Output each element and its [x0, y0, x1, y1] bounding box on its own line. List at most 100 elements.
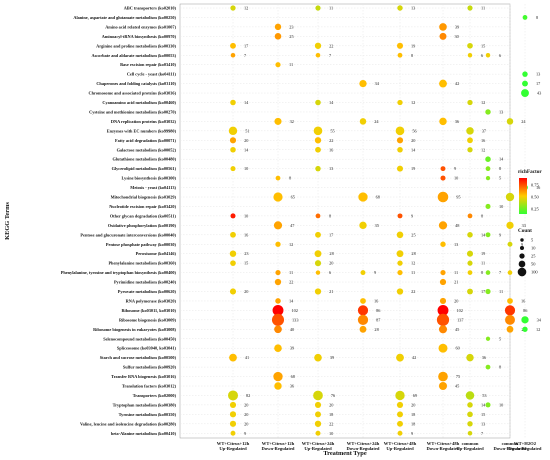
count-label: 28	[374, 327, 378, 332]
color-legend-ticks: 0.75 0.50 0.25	[531, 183, 539, 212]
data-point	[467, 232, 473, 238]
count-label: 8	[411, 53, 413, 58]
x-tick-label: WT+Citrus+24h	[347, 441, 380, 446]
data-point	[485, 109, 491, 115]
color-legend-tick: 0.50	[531, 195, 539, 200]
data-point	[439, 297, 447, 305]
count-label: 13	[454, 242, 458, 247]
count-label: 30	[455, 34, 459, 39]
data-point	[274, 117, 282, 125]
count-label: 9	[244, 431, 246, 436]
count-label: 37	[482, 128, 487, 133]
data-point	[314, 288, 322, 295]
count-label: 34	[537, 317, 542, 322]
data-point	[485, 232, 491, 238]
data-point	[522, 326, 528, 332]
data-point	[396, 250, 404, 258]
data-point	[466, 127, 474, 135]
count-label: 86	[376, 308, 381, 313]
count-label: 15	[481, 412, 485, 417]
count-label: 10	[244, 213, 248, 218]
count-label: 16	[244, 232, 249, 237]
count-label: 7	[329, 53, 332, 58]
count-label: 15	[244, 261, 248, 266]
data-point	[313, 126, 323, 136]
count-label: 9	[454, 166, 456, 171]
data-point	[439, 117, 447, 126]
data-point	[438, 381, 448, 391]
data-point	[467, 5, 473, 11]
count-label: 24	[521, 119, 526, 124]
data-point	[227, 390, 239, 401]
data-point	[229, 353, 237, 362]
data-point	[395, 126, 405, 136]
data-point	[485, 166, 491, 172]
count-label: 69	[413, 393, 417, 398]
count-label: 45	[455, 327, 459, 332]
count-label: 33	[522, 223, 526, 228]
plot-panel	[179, 3, 511, 439]
x-tick-label: WT+H2O2	[514, 441, 537, 446]
count-label: 51	[245, 128, 249, 133]
data-point	[505, 314, 515, 325]
data-point	[357, 314, 369, 325]
data-point	[467, 99, 473, 106]
count-label: 17	[329, 232, 334, 237]
data-point	[485, 53, 491, 58]
data-point	[396, 353, 404, 362]
size-legend-label: 50	[531, 262, 536, 267]
data-point	[275, 298, 281, 304]
data-point	[437, 304, 449, 316]
count-label: 6	[481, 53, 484, 58]
data-point	[315, 165, 321, 172]
term-label: Oxidative phosphorylation (ko00190)	[108, 223, 177, 228]
count-label: 53	[482, 393, 486, 398]
term-label: Pyrimidine metabolism (ko00240)	[114, 280, 177, 285]
count-label: 20	[244, 402, 248, 407]
term-label: Ascorbate and aldarate metabolism (ko000…	[92, 53, 177, 58]
count-label: 12	[481, 147, 485, 152]
size-legend-items: 5 10 25 50 100	[517, 238, 538, 277]
term-label: ABC transporters (ko02010)	[124, 6, 177, 11]
data-point	[315, 411, 321, 418]
data-point	[485, 288, 491, 295]
term-label: Ribosome biogenesis in eukaryotes (ko030…	[93, 327, 176, 332]
data-point	[440, 270, 446, 276]
data-point	[314, 420, 322, 427]
size-legend: Count 5 10 25 50 100	[517, 228, 538, 277]
x-tick-labels: WT+Citrus+12hUp-RegulatedWT+Citrus+12hDo…	[217, 441, 542, 451]
data-point	[397, 52, 403, 58]
data-point	[273, 192, 283, 202]
count-label: 11	[289, 270, 293, 275]
data-point	[314, 260, 322, 267]
count-label: 18	[411, 421, 415, 426]
count-label: 82	[246, 393, 250, 398]
term-label: Chromosome and associated proteins (ko03…	[89, 91, 177, 96]
data-point	[436, 313, 450, 326]
data-point	[506, 118, 514, 125]
color-legend: richFactor 0.75 0.50 0.25	[518, 169, 542, 214]
count-label: 36	[482, 355, 487, 360]
data-point	[230, 42, 236, 49]
term-label: Valine, leucine and isoleucine degradati…	[80, 421, 177, 426]
count-label: 10	[329, 431, 333, 436]
data-point	[315, 231, 321, 238]
count-label: 20	[411, 138, 415, 143]
count-label: 56	[412, 128, 417, 133]
count-label: 22	[289, 280, 293, 285]
count-label: 102	[456, 308, 462, 313]
data-point	[273, 221, 283, 230]
data-point	[467, 270, 473, 275]
data-point	[397, 270, 403, 276]
data-point	[274, 382, 282, 390]
term-label: Arginine and proline metabolism (ko00330…	[96, 43, 176, 48]
term-label: beta-Alanine metabolism (ko00410)	[111, 431, 177, 436]
count-label: 7	[244, 53, 247, 58]
count-label: 16	[521, 298, 526, 303]
count-label: 102	[291, 308, 297, 313]
count-label: 20	[244, 289, 248, 294]
count-label: 39	[455, 24, 459, 29]
data-point	[467, 42, 473, 49]
data-point	[506, 325, 514, 333]
count-label: 17	[536, 81, 541, 86]
